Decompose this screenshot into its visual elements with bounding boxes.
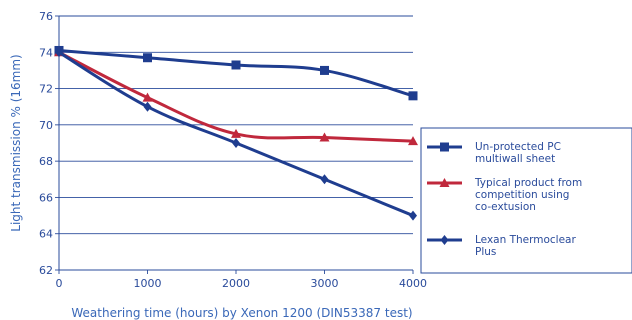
data-point-s0-3 xyxy=(320,65,329,75)
legend-label-line: Typical product from xyxy=(474,177,582,189)
x-tick-label-0: 0 xyxy=(56,277,63,290)
legend-label-line: Un-protected PC xyxy=(475,141,561,153)
legend-label-line: co-extusion xyxy=(475,201,536,213)
legend-label-line: competition using xyxy=(475,189,569,201)
x-tick-label-4000: 4000 xyxy=(399,277,427,290)
y-axis-title: Light transmission % (16mm) xyxy=(9,54,23,231)
legend-label-line: Lexan Thermoclear xyxy=(475,234,576,246)
y-tick-label-64: 64 xyxy=(39,228,53,241)
data-point-s1-4 xyxy=(408,136,418,146)
series-0 xyxy=(54,45,418,101)
series-2 xyxy=(55,47,417,221)
data-point-s1-2 xyxy=(231,128,241,138)
y-tick-label-68: 68 xyxy=(39,155,53,168)
y-tick-label-62: 62 xyxy=(39,264,53,277)
x-tick-label-1000: 1000 xyxy=(134,277,162,290)
x-tick-label-3000: 3000 xyxy=(311,277,339,290)
data-series xyxy=(54,45,418,221)
legend-marker-square xyxy=(440,142,449,152)
y-tick-label-76: 76 xyxy=(39,10,53,23)
legend-marker-diamond xyxy=(440,235,449,245)
data-point-s0-2 xyxy=(231,60,241,70)
data-point-s1-1 xyxy=(142,92,153,102)
y-tick-label-72: 72 xyxy=(39,83,53,96)
data-point-s2-0 xyxy=(55,47,63,58)
data-point-s0-4 xyxy=(408,91,418,101)
legend-box xyxy=(420,127,632,274)
data-point-s1-3 xyxy=(319,132,330,142)
y-tick-label-70: 70 xyxy=(39,119,53,132)
y-tick-label-74: 74 xyxy=(39,46,53,59)
legend-label-line: Plus xyxy=(475,246,496,258)
series-line-0 xyxy=(57,48,415,98)
axes xyxy=(55,15,414,274)
data-point-s2-1 xyxy=(143,101,152,112)
data-point-s2-4 xyxy=(409,210,417,221)
legend-marker-triangle xyxy=(439,178,450,187)
data-point-s2-2 xyxy=(232,138,240,148)
tick-labels: 62 64 66 68 70 72 74 76 0 1000 2000 3000 4000 xyxy=(39,10,427,290)
y-tick-label-66: 66 xyxy=(39,191,53,204)
data-point-s0-1 xyxy=(143,53,152,63)
data-point-s2-3 xyxy=(320,174,329,185)
legend-label-line: multiwall sheet xyxy=(475,153,555,165)
x-axis-title: Weathering time (hours) by Xenon 1200 (D… xyxy=(71,306,412,320)
x-tick-label-2000: 2000 xyxy=(222,277,250,290)
